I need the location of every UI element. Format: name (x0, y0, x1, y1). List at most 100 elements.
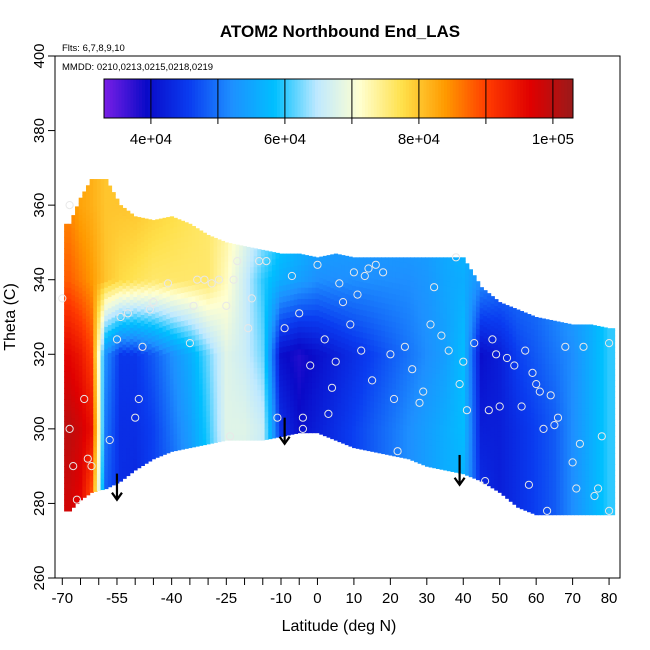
heatmap-cell (209, 387, 215, 394)
heatmap-cell (260, 372, 266, 380)
heatmap-cell (202, 321, 207, 328)
heatmap-cell (279, 257, 284, 264)
heatmap-cell (260, 395, 266, 402)
heatmap-cell (78, 477, 83, 484)
heatmap-cell (435, 356, 441, 363)
heatmap-cell (457, 282, 463, 289)
heatmap-cell (209, 275, 215, 282)
heatmap-cell (257, 367, 262, 374)
heatmap-cell (173, 254, 178, 261)
heatmap-cell (82, 374, 87, 381)
heatmap-cell (454, 304, 459, 311)
heatmap-cell (424, 298, 430, 305)
heatmap-cell (147, 326, 153, 333)
heatmap-cell (446, 347, 452, 354)
heatmap-cell (476, 367, 481, 374)
heatmap-cell (228, 378, 233, 385)
heatmap-cell (479, 335, 484, 342)
heatmap-cell (373, 401, 379, 408)
heatmap-cell (169, 440, 175, 447)
heatmap-cell (78, 359, 83, 367)
heatmap-cell (421, 403, 426, 410)
heatmap-cell (322, 413, 328, 420)
heatmap-cell (414, 257, 419, 261)
heatmap-cell (333, 344, 339, 352)
heatmap-cell (220, 334, 226, 341)
heatmap-cell (304, 382, 309, 389)
heatmap-cell (188, 441, 193, 449)
heatmap-cell (253, 277, 258, 285)
heatmap-cell (282, 278, 288, 286)
heatmap-cell (348, 261, 353, 268)
heatmap-cell (446, 269, 452, 276)
heatmap-cell (523, 314, 528, 321)
heatmap-cell (242, 305, 247, 312)
heatmap-cell (137, 311, 142, 318)
heatmap-cell (417, 384, 422, 392)
heatmap-cell (231, 255, 237, 262)
heatmap-cell (333, 428, 339, 436)
heatmap-cell (516, 479, 521, 486)
heatmap-cell (122, 467, 127, 474)
heatmap-cell (257, 317, 262, 324)
heatmap-cell (264, 305, 269, 312)
heatmap-cell (352, 346, 357, 354)
heatmap-cell (67, 471, 73, 478)
heatmap-cell (242, 356, 247, 363)
heatmap-cell (527, 461, 532, 468)
heatmap-cell (279, 279, 284, 286)
heatmap-cell (366, 293, 371, 301)
heatmap-cell (188, 408, 193, 415)
heatmap-cell (213, 380, 218, 387)
heatmap-cell (75, 341, 80, 348)
heatmap-cell (392, 304, 397, 311)
heatmap-cell (250, 339, 255, 346)
heatmap-cell (363, 371, 368, 378)
heatmap-cell (96, 238, 102, 245)
heatmap-cell (133, 346, 138, 354)
heatmap-cell (78, 220, 83, 227)
heatmap-cell (180, 421, 186, 428)
heatmap-cell (118, 341, 124, 348)
heatmap-cell (129, 338, 134, 345)
heatmap-cell (257, 255, 262, 262)
heatmap-cell (435, 406, 441, 414)
heatmap-cell (100, 193, 105, 200)
heatmap-cell (166, 346, 171, 353)
heatmap-cell (377, 357, 382, 364)
heatmap-cell (220, 435, 226, 442)
heatmap-cell (188, 374, 193, 381)
heatmap-cell (479, 385, 484, 393)
heatmap-cell (169, 367, 175, 374)
heatmap-cell (490, 353, 495, 360)
heatmap-cell (235, 417, 240, 424)
heatmap-cell (366, 394, 371, 401)
heatmap-cell (359, 348, 364, 355)
heatmap-cell (140, 370, 145, 377)
heatmap-cell (454, 354, 459, 361)
heatmap-cell (111, 192, 116, 195)
heatmap-cell (220, 317, 226, 324)
heatmap-cell (195, 261, 200, 268)
heatmap-cell (158, 405, 164, 412)
heatmap-cell (381, 330, 386, 337)
heatmap-cell (195, 267, 200, 274)
heatmap-cell (155, 267, 160, 274)
heatmap-cell (260, 350, 266, 357)
heatmap-cell (217, 245, 222, 252)
heatmap-cell (78, 415, 83, 422)
heatmap-cell (454, 265, 459, 272)
heatmap-cell (111, 249, 116, 257)
heatmap-cell (140, 269, 145, 276)
heatmap-cell (483, 399, 488, 406)
heatmap-cell (67, 242, 73, 249)
heatmap-cell (483, 326, 488, 333)
heatmap-cell (111, 428, 116, 436)
heatmap-cell (352, 285, 357, 292)
heatmap-cell (395, 428, 401, 435)
heatmap-cell (144, 424, 149, 431)
heatmap-cell (64, 477, 69, 484)
heatmap-cell (133, 262, 138, 270)
heatmap-cell (155, 362, 160, 369)
heatmap-cell (82, 273, 87, 280)
